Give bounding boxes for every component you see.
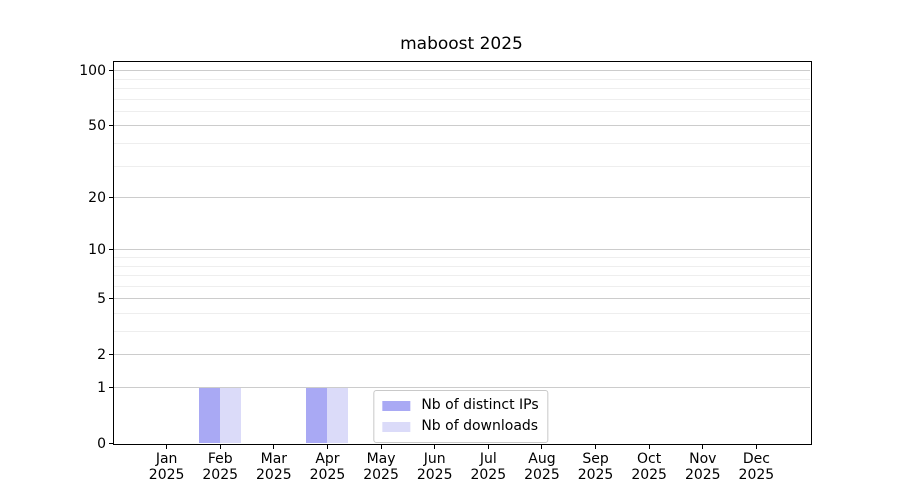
minor-gridline (113, 143, 810, 145)
x-tick-label: Mar 2025 (242, 451, 306, 483)
x-tick-month: Oct (637, 450, 662, 467)
x-tick-label: Nov 2025 (671, 451, 735, 483)
x-tick-year: 2025 (631, 466, 667, 483)
bar-apr-2025-nb-of-downloads (327, 387, 349, 444)
x-tick-mark (326, 444, 328, 449)
x-tick-year: 2025 (470, 466, 507, 483)
legend-label-distinct-ips: Nb of distinct IPs (421, 397, 539, 413)
x-tick-year: 2025 (416, 466, 453, 483)
x-tick-month: Jan (155, 450, 178, 467)
x-tick-year: 2025 (738, 466, 775, 483)
x-tick-mark (755, 444, 757, 449)
x-tick-label: Oct 2025 (617, 451, 681, 483)
x-tick-year: 2025 (256, 466, 292, 483)
x-tick-month: May (366, 450, 396, 467)
x-tick-month: Sep (582, 450, 609, 467)
minor-gridline (113, 313, 810, 315)
y-tick-label: 2 (97, 346, 106, 363)
x-tick-label: Aug 2025 (510, 451, 574, 483)
minor-gridline (113, 88, 810, 90)
major-gridline (113, 387, 810, 389)
legend-item-distinct-ips: Nb of distinct IPs (382, 396, 539, 415)
x-tick-mark (219, 444, 221, 449)
legend-swatch-distinct-ips-icon (382, 400, 411, 411)
x-tick-mark (648, 444, 650, 449)
x-tick-label: Apr 2025 (295, 451, 359, 483)
x-tick-label: Jun 2025 (403, 451, 467, 483)
x-tick-month: Apr (315, 450, 340, 467)
y-tick-label: 10 (88, 241, 106, 258)
x-tick-label: Sep 2025 (564, 451, 628, 483)
x-tick-month: Feb (207, 450, 233, 467)
bar-feb-2025-nb-of-downloads (220, 387, 242, 444)
bar-apr-2025-nb-of-distinct-ips (306, 387, 328, 444)
y-tick-mark (109, 354, 113, 356)
minor-gridline (113, 275, 810, 277)
y-tick-mark (109, 197, 113, 199)
y-tick-label: 1 (97, 379, 106, 396)
minor-gridline (113, 111, 810, 112)
x-tick-mark (434, 444, 436, 449)
minor-gridline (113, 257, 810, 259)
major-gridline (113, 249, 810, 251)
major-gridline (113, 298, 810, 300)
x-tick-month: Mar (260, 450, 288, 467)
x-tick-mark (166, 444, 168, 449)
minor-gridline (113, 165, 810, 167)
x-tick-month: Nov (689, 450, 717, 467)
major-gridline (113, 354, 810, 356)
minor-gridline (113, 98, 810, 100)
major-gridline (113, 197, 810, 199)
x-tick-mark (702, 444, 704, 449)
y-tick-mark (109, 70, 113, 72)
x-tick-month: Dec (742, 450, 770, 467)
x-tick-mark (595, 444, 597, 449)
x-tick-year: 2025 (577, 466, 614, 483)
major-gridline (113, 70, 810, 72)
x-tick-mark (541, 444, 543, 449)
y-tick-label: 0 (97, 435, 106, 452)
x-tick-label: Jul 2025 (456, 451, 520, 483)
legend-item-downloads: Nb of downloads (382, 417, 538, 436)
minor-gridline (113, 265, 810, 267)
x-tick-mark (273, 444, 275, 449)
major-gridline (113, 125, 810, 127)
minor-gridline (113, 78, 810, 80)
x-tick-year: 2025 (524, 466, 560, 483)
y-tick-mark (109, 125, 113, 127)
y-tick-label: 100 (79, 62, 106, 79)
y-tick-mark (109, 249, 113, 251)
x-tick-mark (380, 444, 382, 449)
y-tick-mark (109, 443, 113, 444)
x-tick-mark (487, 444, 489, 449)
x-tick-month: Aug (528, 450, 556, 467)
bar-feb-2025-nb-of-distinct-ips (199, 387, 221, 444)
x-tick-year: 2025 (202, 466, 239, 483)
y-tick-label: 50 (88, 117, 106, 134)
x-tick-label: Jan 2025 (135, 451, 199, 483)
legend-label-downloads: Nb of downloads (421, 418, 539, 434)
x-tick-month: Jul (479, 450, 497, 467)
y-tick-label: 5 (97, 290, 106, 307)
x-tick-month: Jun (423, 450, 446, 467)
minor-gridline (113, 331, 810, 333)
x-tick-year: 2025 (148, 466, 185, 483)
x-tick-year: 2025 (309, 466, 346, 483)
y-tick-mark (109, 298, 113, 300)
legend-swatch-downloads-icon (382, 421, 411, 432)
x-tick-year: 2025 (684, 466, 721, 483)
y-tick-label: 20 (88, 189, 106, 206)
x-tick-label: Feb 2025 (188, 451, 252, 483)
x-tick-year: 2025 (363, 466, 399, 483)
chart-title: maboost 2025 (400, 34, 523, 54)
x-tick-label: May 2025 (349, 451, 413, 483)
y-tick-mark (109, 387, 113, 389)
x-tick-label: Dec 2025 (724, 451, 788, 483)
legend: Nb of distinct IPs Nb of downloads (373, 390, 549, 443)
minor-gridline (113, 285, 810, 287)
